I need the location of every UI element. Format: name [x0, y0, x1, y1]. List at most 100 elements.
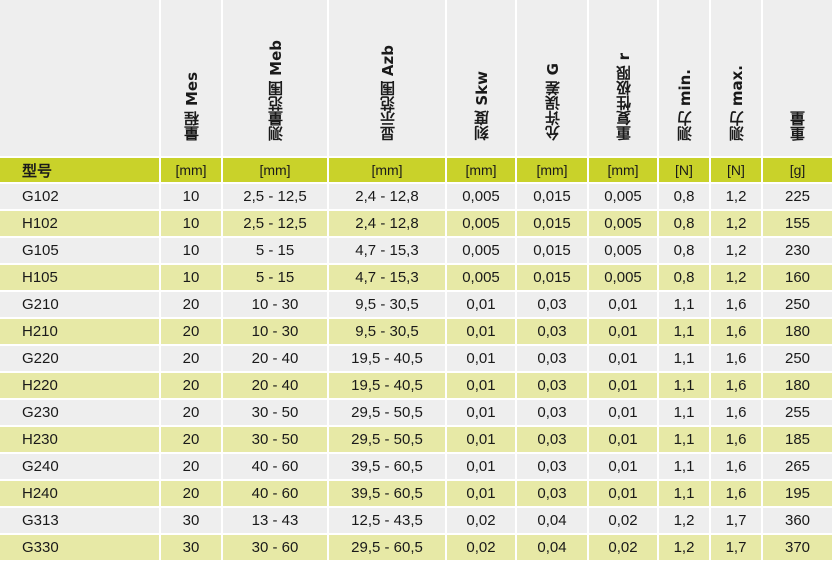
value-cell: 0,01 [446, 345, 517, 373]
type-cell: H210 [0, 318, 161, 346]
value-cell: 0,01 [588, 480, 659, 508]
value-cell: 0,02 [588, 507, 659, 535]
value-cell: 0,01 [588, 345, 659, 373]
type-cell: G240 [0, 453, 161, 481]
value-cell: 1,1 [658, 453, 711, 481]
value-cell: 10 - 30 [222, 291, 329, 319]
unit-cell: [mm] [588, 157, 659, 184]
value-cell: 1,1 [658, 318, 711, 346]
unit-cell: [mm] [446, 157, 517, 184]
header-weight: 重量 [762, 0, 832, 158]
table-row: G230 20 30 - 50 29,5 - 50,5 0,01 0,03 0,01 1,1 1… [0, 399, 832, 427]
value-cell: 1,2 [658, 534, 711, 562]
type-cell: H220 [0, 372, 161, 400]
value-cell: 10 [160, 264, 223, 292]
unit-row: 型号 [mm] [mm] [mm] [mm] [mm] [mm] [N] [N]… [0, 157, 832, 184]
value-cell: 9,5 - 30,5 [328, 291, 447, 319]
value-cell: 20 [160, 291, 223, 319]
value-cell: 0,01 [446, 426, 517, 454]
value-cell: 0,015 [516, 210, 589, 238]
value-cell: 1,1 [658, 399, 711, 427]
value-cell: 20 [160, 345, 223, 373]
value-cell: 1,7 [710, 534, 763, 562]
value-cell: 0,8 [658, 264, 711, 292]
value-cell: 10 - 30 [222, 318, 329, 346]
unit-cell: [mm] [222, 157, 329, 184]
value-cell: 1,6 [710, 318, 763, 346]
value-cell: 0,02 [588, 534, 659, 562]
value-cell: 10 [160, 183, 223, 211]
header-measuring-range: 测量范围 Meb [222, 0, 329, 158]
value-cell: 20 [160, 480, 223, 508]
value-cell: 0,03 [516, 426, 589, 454]
value-cell: 0,005 [446, 183, 517, 211]
value-cell: 1,1 [658, 426, 711, 454]
value-cell: 1,1 [658, 345, 711, 373]
value-cell: 0,04 [516, 507, 589, 535]
value-cell: 20 [160, 318, 223, 346]
table-row: G220 20 20 - 40 19,5 - 40,5 0,01 0,03 0,01 1,1 1… [0, 345, 832, 373]
table-row: H240 20 40 - 60 39,5 - 60,5 0,01 0,03 0,01 1,1 1… [0, 480, 832, 508]
type-cell: H102 [0, 210, 161, 238]
value-cell: 1,2 [710, 183, 763, 211]
table-row: H210 20 10 - 30 9,5 - 30,5 0,01 0,03 0,01 1,1 1,… [0, 318, 832, 346]
value-cell: 0,03 [516, 399, 589, 427]
value-cell: 29,5 - 50,5 [328, 426, 447, 454]
type-cell: H105 [0, 264, 161, 292]
value-cell: 1,1 [658, 372, 711, 400]
value-cell: 160 [762, 264, 832, 292]
value-cell: 0,03 [516, 345, 589, 373]
value-cell: 1,2 [710, 237, 763, 265]
value-cell: 0,005 [588, 237, 659, 265]
value-cell: 0,02 [446, 534, 517, 562]
value-cell: 0,8 [658, 183, 711, 211]
value-cell: 0,01 [446, 480, 517, 508]
unit-cell: [N] [658, 157, 711, 184]
unit-cell: [g] [762, 157, 832, 184]
value-cell: 1,1 [658, 480, 711, 508]
value-cell: 10 [160, 237, 223, 265]
value-cell: 0,01 [588, 372, 659, 400]
value-cell: 0,005 [588, 183, 659, 211]
value-cell: 20 - 40 [222, 372, 329, 400]
value-cell: 5 - 15 [222, 237, 329, 265]
value-cell: 0,01 [588, 399, 659, 427]
value-cell: 185 [762, 426, 832, 454]
table-row: G313 30 13 - 43 12,5 - 43,5 0,02 0,04 0,02 1,2 1… [0, 507, 832, 535]
value-cell: 0,01 [446, 453, 517, 481]
value-cell: 30 - 50 [222, 399, 329, 427]
value-cell: 1,2 [710, 210, 763, 238]
value-cell: 5 - 15 [222, 264, 329, 292]
value-cell: 30 [160, 507, 223, 535]
header-measuring-span: 量程 Mes [160, 0, 223, 158]
value-cell: 1,1 [658, 291, 711, 319]
value-cell: 0,03 [516, 318, 589, 346]
value-cell: 0,01 [588, 426, 659, 454]
table-row: H230 20 30 - 50 29,5 - 50,5 0,01 0,03 0,01 1,1 1… [0, 426, 832, 454]
value-cell: 250 [762, 291, 832, 319]
value-cell: 195 [762, 480, 832, 508]
value-cell: 1,2 [658, 507, 711, 535]
table-row: G105 10 5 - 15 4,7 - 15,3 0,005 0,015 0,005 0,8… [0, 237, 832, 265]
value-cell: 0,01 [446, 372, 517, 400]
value-cell: 0,02 [446, 507, 517, 535]
table-row: H105 10 5 - 15 4,7 - 15,3 0,005 0,015 0,005 0,8… [0, 264, 832, 292]
value-cell: 0,8 [658, 237, 711, 265]
value-cell: 30 - 60 [222, 534, 329, 562]
value-cell: 20 [160, 453, 223, 481]
value-cell: 155 [762, 210, 832, 238]
value-cell: 370 [762, 534, 832, 562]
value-cell: 0,03 [516, 372, 589, 400]
value-cell: 1,6 [710, 345, 763, 373]
value-cell: 0,04 [516, 534, 589, 562]
header-max-error: 允许误差 G [516, 0, 589, 158]
unit-cell: [N] [710, 157, 763, 184]
type-cell: G330 [0, 534, 161, 562]
value-cell: 0,015 [516, 237, 589, 265]
value-cell: 4,7 - 15,3 [328, 237, 447, 265]
value-cell: 20 [160, 399, 223, 427]
type-cell: G313 [0, 507, 161, 535]
value-cell: 30 [160, 534, 223, 562]
table-row: H102 10 2,5 - 12,5 2,4 - 12,8 0,005 0,015 0,00… [0, 210, 832, 238]
